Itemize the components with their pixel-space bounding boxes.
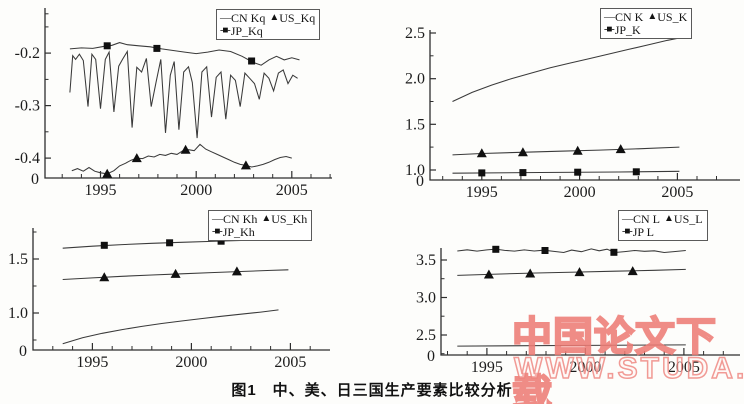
chart-kh-plot: 1.0 1.5 1995 2000 2005 0	[8, 228, 330, 371]
svg-text:3.5: 3.5	[416, 252, 436, 269]
legend-row: — CN L ▲ US_L	[622, 212, 704, 225]
svg-text:2.5: 2.5	[405, 25, 425, 42]
legend-box-kq: — CN Kq ▲ US_Kq -■- JP_Kq	[216, 9, 321, 40]
svg-text:3.0: 3.0	[416, 290, 436, 307]
legend-label-jp: JP_Kh	[222, 224, 255, 239]
svg-text:2000: 2000	[175, 354, 207, 371]
legend-row: — CN K ▲ US_K	[604, 10, 688, 23]
legend-label-us: US_Kh	[271, 211, 308, 226]
svg-text:2000: 2000	[569, 359, 601, 376]
square-marker-icon: -■-	[622, 225, 633, 237]
svg-text:1995: 1995	[471, 359, 503, 376]
square-marker-icon: -■-	[220, 24, 231, 36]
svg-text:0: 0	[416, 173, 424, 190]
chart-panel-l: 2.5 3.0 3.5 1995 2000 2005 0 — CN L ▲ US_L -■- JP …	[372, 200, 744, 385]
line-marker-icon: —	[220, 11, 231, 24]
triangle-marker-icon: ▲	[664, 212, 674, 224]
svg-text:-0.2: -0.2	[15, 45, 40, 62]
legend-box-l: — CN L ▲ US_L -■- JP L	[618, 210, 708, 241]
legend-box-k: — CN K ▲ US_K -■- JP_K	[600, 8, 693, 39]
svg-text:2005: 2005	[661, 184, 693, 201]
triangle-marker-icon: ▲	[261, 212, 271, 224]
line-marker-icon: —	[604, 10, 615, 23]
legend-box-kh: — CN Kh ▲ US_Kh -■- JP_Kh	[208, 210, 313, 241]
legend-row: — CN Kh ▲ US_Kh	[212, 212, 308, 225]
legend-label-cn: CN L	[633, 211, 660, 226]
legend-label-us: US_Kq	[279, 10, 316, 25]
svg-text:1995: 1995	[466, 184, 498, 201]
svg-text:1995: 1995	[76, 354, 108, 371]
legend-label-jp: JP L	[632, 224, 654, 239]
square-marker-icon: -■-	[212, 225, 223, 237]
svg-text:-0.4: -0.4	[15, 150, 40, 167]
triangle-marker-icon: ▲	[647, 10, 657, 22]
chart-panel-kq: -0.2 -0.3 -0.4 1995 2000 2005 0 — CN Kq ▲ US_Kq -…	[0, 0, 372, 200]
svg-text:0: 0	[19, 343, 27, 360]
svg-text:2005: 2005	[274, 354, 306, 371]
svg-text:1995: 1995	[85, 182, 117, 199]
square-marker-icon: -■-	[604, 23, 615, 35]
line-marker-icon: —	[212, 212, 223, 225]
svg-text:2000: 2000	[564, 184, 596, 201]
svg-text:2.5: 2.5	[416, 327, 436, 344]
legend-label-us: US_L	[673, 211, 703, 226]
legend-label-jp: JP_Kq	[230, 23, 263, 38]
triangle-marker-icon: ▲	[269, 11, 279, 23]
svg-text:2.0: 2.0	[405, 71, 425, 88]
svg-text:1.5: 1.5	[8, 251, 28, 268]
chart-l-plot: 2.5 3.0 3.5 1995 2000 2005 0	[416, 245, 740, 376]
svg-text:1.5: 1.5	[405, 116, 425, 133]
legend-row: -■- JP_Kq	[220, 24, 316, 37]
svg-text:2005: 2005	[276, 182, 308, 199]
legend-row: -■- JP_K	[604, 23, 688, 36]
svg-text:0: 0	[31, 171, 39, 188]
legend-row: — CN Kq ▲ US_Kq	[220, 11, 316, 24]
legend-label-cn: CN Kq	[231, 10, 266, 25]
svg-text:2005: 2005	[668, 359, 700, 376]
legend-row: -■- JP_Kh	[212, 225, 308, 238]
svg-text:1.0: 1.0	[405, 162, 425, 179]
chart-kq-plot: -0.2 -0.3 -0.4 1995 2000 2005 0	[15, 8, 332, 199]
legend-label-cn: CN Kh	[223, 211, 258, 226]
svg-text:-0.3: -0.3	[15, 98, 40, 115]
chart-panel-k: 1.0 1.5 2.0 2.5 1995 2000 2005 0 — CN K ▲ US_K -■-…	[372, 0, 744, 201]
line-marker-icon: —	[622, 212, 633, 225]
legend-label-jp: JP_K	[614, 22, 641, 37]
legend-row: -■- JP L	[622, 225, 704, 238]
legend-label-cn: CN K	[615, 9, 644, 24]
svg-text:1.0: 1.0	[8, 305, 28, 322]
svg-text:2000: 2000	[180, 182, 212, 199]
figure-caption: 图1 中、美、日三国生产要素比较分析	[231, 382, 513, 399]
chart-panel-kh: 1.0 1.5 1995 2000 2005 0 — CN Kh ▲ US_Kh -■- JP_K…	[0, 200, 372, 385]
chart-k-plot: 1.0 1.5 2.0 2.5 1995 2000 2005 0	[405, 25, 740, 201]
svg-text:0: 0	[427, 348, 435, 365]
legend-label-us: US_K	[657, 9, 688, 24]
